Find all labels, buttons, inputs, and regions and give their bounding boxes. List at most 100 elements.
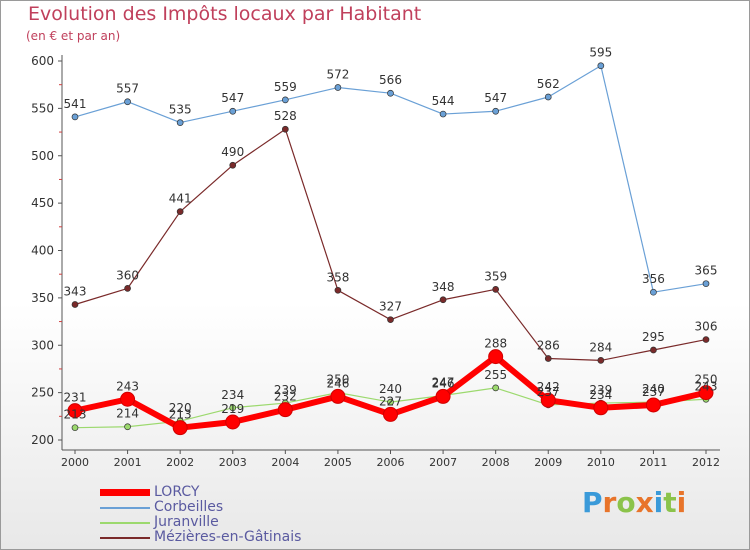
legend-label-juranville: Juranville	[154, 514, 219, 530]
data-label-mezieres-en-gatinais: 528	[274, 109, 297, 123]
data-label-lorcy: 234	[589, 388, 612, 402]
data-point-corbeilles	[650, 288, 657, 296]
data-label-juranville: 213	[64, 408, 87, 422]
data-point-corbeilles	[492, 107, 500, 115]
legend-label-corbeilles: Corbeilles	[154, 499, 224, 515]
data-label-lorcy: 237	[642, 385, 665, 399]
y-tick-label: 200	[31, 433, 54, 447]
data-label-mezieres-en-gatinais: 286	[537, 339, 560, 353]
data-label-corbeilles: 547	[221, 91, 244, 105]
data-point-corbeilles	[387, 89, 394, 97]
data-point-lorcy	[67, 403, 83, 419]
x-tick-label: 2011	[639, 456, 667, 469]
x-tick-label: 2009	[534, 456, 562, 469]
legend-label-lorcy: LORCY	[154, 484, 200, 500]
y-tick-label: 350	[31, 291, 54, 305]
x-tick-label: 2003	[219, 456, 247, 469]
data-label-juranville: 239	[589, 383, 612, 397]
data-point-mezieres-en-gatinais	[650, 346, 657, 354]
data-label-lorcy: 246	[326, 376, 349, 390]
data-point-lorcy	[120, 391, 136, 407]
data-label-corbeilles: 547	[484, 91, 507, 105]
legend-label-mezieres-en-gatinais: Mézières-en-Gâtinais	[154, 529, 302, 545]
series-lines	[67, 62, 714, 436]
data-label-juranville: 214	[116, 407, 139, 421]
data-label-juranville: 234	[221, 388, 244, 402]
data-point-mezieres-en-gatinais	[702, 336, 710, 343]
data-point-lorcy	[277, 402, 293, 418]
y-tick-label: 300	[31, 338, 54, 352]
data-label-corbeilles: 544	[432, 94, 455, 108]
x-tick-label: 2001	[114, 456, 142, 469]
data-point-corbeilles	[334, 84, 342, 91]
data-label-corbeilles: 595	[589, 46, 612, 60]
data-label-mezieres-en-gatinais: 348	[432, 280, 455, 294]
data-point-lorcy	[225, 414, 241, 430]
data-label-corbeilles: 572	[326, 68, 349, 82]
data-label-lorcy: 242	[537, 380, 560, 394]
data-point-corbeilles	[702, 280, 710, 288]
x-tick-label: 2004	[271, 456, 299, 469]
data-label-lorcy: 250	[695, 373, 718, 387]
logo-letter: i	[676, 486, 687, 519]
data-label-lorcy: 288	[484, 337, 507, 351]
data-point-corbeilles	[439, 110, 447, 118]
data-label-juranville: 237	[537, 385, 560, 399]
x-tick-label: 2008	[482, 456, 510, 469]
data-label-corbeilles: 535	[169, 103, 192, 117]
legend-item-mezieres-en-gatinais: Mézières-en-Gâtinais	[100, 529, 302, 545]
data-label-lorcy: 231	[64, 391, 87, 405]
x-tick-label: 2007	[429, 456, 457, 469]
data-label-mezieres-en-gatinais: 360	[116, 268, 139, 282]
data-label-mezieres-en-gatinais: 358	[326, 270, 349, 284]
legend-item-lorcy: LORCY	[100, 484, 301, 500]
data-label-mezieres-en-gatinais: 343	[64, 285, 87, 299]
series-labels: 231 243 213 219 232 246 227 246 288 242 234 237 250 5…	[64, 46, 718, 422]
data-point-juranville	[229, 404, 237, 412]
data-point-lorcy	[698, 385, 714, 401]
data-point-lorcy	[645, 397, 661, 413]
data-point-corbeilles	[71, 113, 79, 121]
data-label-corbeilles: 562	[537, 77, 560, 91]
data-point-corbeilles	[176, 119, 184, 126]
data-point-mezieres-en-gatinais	[281, 125, 289, 133]
data-point-mezieres-en-gatinais	[387, 316, 394, 324]
data-point-corbeilles	[124, 98, 131, 106]
series-line-corbeilles	[74, 65, 707, 293]
logo-letter: o	[616, 486, 636, 519]
y-tick-label: 400	[31, 244, 54, 258]
x-tick-label: 2000	[61, 456, 89, 469]
data-point-mezieres-en-gatinais	[176, 208, 184, 216]
data-point-mezieres-en-gatinais	[544, 355, 552, 362]
data-point-lorcy	[435, 388, 451, 404]
data-point-mezieres-en-gatinais	[492, 285, 500, 293]
data-point-corbeilles	[229, 107, 237, 115]
data-point-juranville	[387, 398, 394, 406]
data-point-juranville	[71, 424, 79, 432]
data-label-corbeilles: 566	[379, 73, 402, 87]
x-tick-label: 2010	[587, 456, 615, 469]
data-label-mezieres-en-gatinais: 441	[169, 192, 192, 206]
data-point-mezieres-en-gatinais	[439, 296, 447, 304]
data-label-juranville: 247	[432, 375, 455, 389]
data-point-mezieres-en-gatinais	[71, 301, 79, 308]
legend-item-juranville: Juranville	[100, 514, 301, 530]
data-label-lorcy: 232	[274, 390, 297, 404]
legend-swatch-juranville	[100, 521, 150, 524]
data-point-mezieres-en-gatinais	[334, 286, 342, 294]
data-label-juranville: 220	[169, 401, 192, 415]
x-tick-label: 2005	[324, 456, 352, 469]
data-label-juranville: 243	[695, 379, 718, 393]
y-tick-label: 500	[31, 149, 54, 163]
data-label-juranville: 240	[642, 382, 665, 396]
data-label-corbeilles: 559	[274, 80, 297, 94]
data-label-corbeilles: 365	[695, 264, 718, 278]
proxiti-logo: Proxiti	[582, 486, 686, 519]
x-tick-label: 2012	[692, 456, 720, 469]
data-label-mezieres-en-gatinais: 490	[221, 145, 244, 159]
logo-letter: i	[653, 486, 664, 519]
data-label-juranville: 240	[379, 382, 402, 396]
x-tick-label: 2002	[166, 456, 194, 469]
data-label-mezieres-en-gatinais: 359	[484, 269, 507, 283]
